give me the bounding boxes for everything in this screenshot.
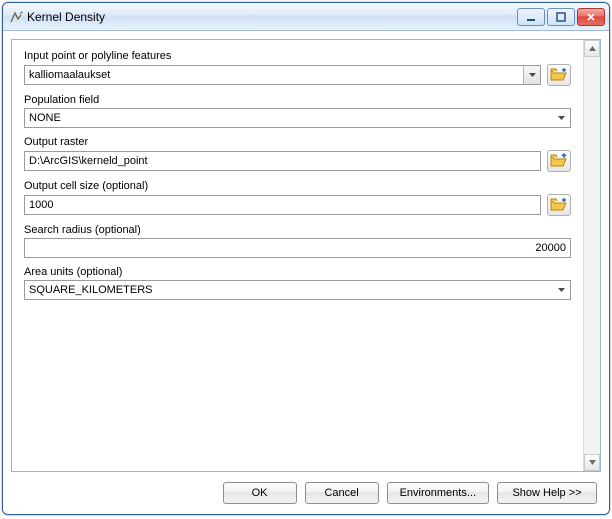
ok-button[interactable]: OK <box>223 482 297 504</box>
field-output-raster: Output raster <box>24 136 571 172</box>
folder-open-icon <box>550 197 568 213</box>
window-title: Kernel Density <box>27 10 517 24</box>
chevron-down-icon <box>553 109 570 127</box>
output-raster-input[interactable] <box>24 151 541 171</box>
browse-output-raster-button[interactable] <box>547 150 571 172</box>
folder-open-icon <box>550 67 568 83</box>
browse-input-features-button[interactable] <box>547 64 571 86</box>
area-units-value: SQUARE_KILOMETERS <box>29 284 553 296</box>
field-search-radius: Search radius (optional) <box>24 224 571 258</box>
client-area: Input point or polyline features kalliom… <box>3 31 609 514</box>
field-cell-size: Output cell size (optional) <box>24 180 571 216</box>
label-cell-size: Output cell size (optional) <box>24 180 571 192</box>
label-search-radius: Search radius (optional) <box>24 224 571 236</box>
app-icon <box>9 10 23 24</box>
label-area-units: Area units (optional) <box>24 266 571 278</box>
scroll-up-button[interactable] <box>584 40 600 57</box>
titlebar[interactable]: Kernel Density <box>3 3 609 31</box>
field-input-features: Input point or polyline features kalliom… <box>24 50 571 86</box>
button-bar: OK Cancel Environments... Show Help >> <box>3 472 609 514</box>
dialog-window: Kernel Density Input point or polyline f… <box>2 2 610 515</box>
environments-button[interactable]: Environments... <box>387 482 489 504</box>
label-input-features: Input point or polyline features <box>24 50 571 62</box>
cell-size-input[interactable] <box>24 195 541 215</box>
field-area-units: Area units (optional) SQUARE_KILOMETERS <box>24 266 571 300</box>
folder-save-icon <box>550 153 568 169</box>
content-frame: Input point or polyline features kalliom… <box>11 39 601 472</box>
close-button[interactable] <box>577 8 605 26</box>
field-population: Population field NONE <box>24 94 571 128</box>
window-controls <box>517 8 605 26</box>
label-output-raster: Output raster <box>24 136 571 148</box>
chevron-down-icon <box>523 66 540 84</box>
chevron-down-icon <box>553 281 570 299</box>
maximize-button[interactable] <box>547 8 575 26</box>
population-dropdown[interactable]: NONE <box>24 108 571 128</box>
population-value: NONE <box>29 112 553 124</box>
browse-cell-size-button[interactable] <box>547 194 571 216</box>
vertical-scrollbar[interactable] <box>583 40 600 471</box>
search-radius-input[interactable] <box>24 238 571 258</box>
input-features-value: kalliomaalaukset <box>29 69 523 81</box>
show-help-button[interactable]: Show Help >> <box>497 482 597 504</box>
scroll-down-button[interactable] <box>584 454 600 471</box>
area-units-dropdown[interactable]: SQUARE_KILOMETERS <box>24 280 571 300</box>
scroll-track[interactable] <box>584 57 600 454</box>
minimize-button[interactable] <box>517 8 545 26</box>
form-area: Input point or polyline features kalliom… <box>12 40 583 471</box>
input-features-dropdown[interactable]: kalliomaalaukset <box>24 65 541 85</box>
label-population: Population field <box>24 94 571 106</box>
cancel-button[interactable]: Cancel <box>305 482 379 504</box>
